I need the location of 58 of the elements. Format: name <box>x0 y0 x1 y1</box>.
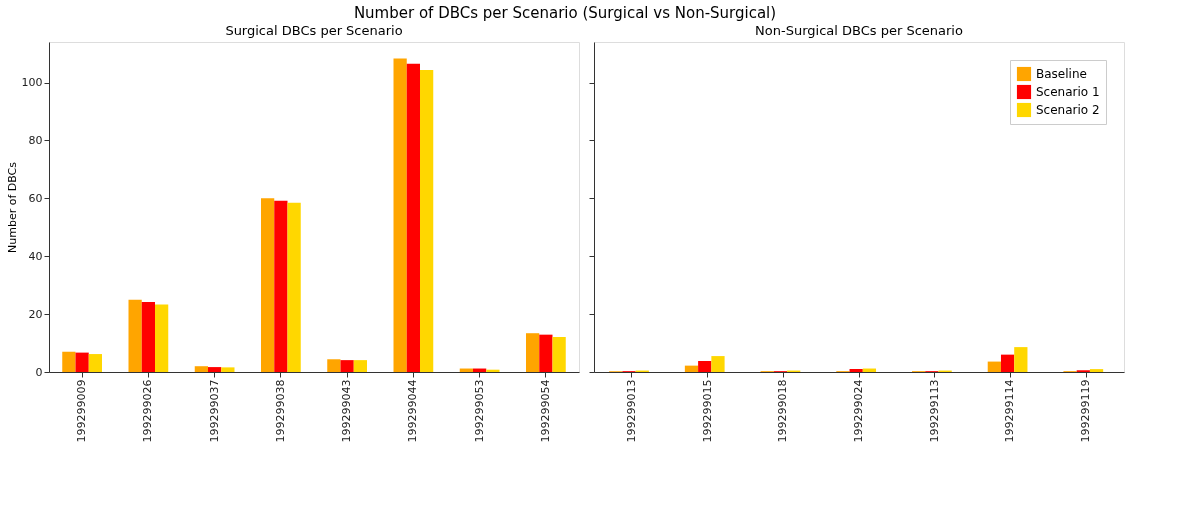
legend-label: Scenario 2 <box>1036 103 1100 117</box>
y-tick-label: 100 <box>21 76 43 90</box>
y-tick-label: 80 <box>28 133 43 147</box>
x-tick-label: 199299113 <box>927 379 941 443</box>
bar <box>208 367 222 372</box>
x-tick-label: 199299038 <box>273 379 287 443</box>
bar <box>194 366 208 372</box>
chart-title: Non-Surgical DBCs per Scenario <box>755 23 963 38</box>
bar <box>987 361 1001 372</box>
x-tick-label: 199299043 <box>340 379 354 443</box>
bar <box>393 58 407 372</box>
x-tick-label: 199299024 <box>852 379 865 443</box>
bar <box>539 334 553 372</box>
bar <box>526 333 540 372</box>
y-tick-label: 60 <box>28 191 43 205</box>
bar <box>1014 347 1028 372</box>
bar <box>141 301 155 372</box>
x-tick-label: 199299114 <box>1003 379 1017 443</box>
x-tick-label: 199299054 <box>538 379 552 443</box>
legend-label: Scenario 1 <box>1036 85 1100 99</box>
y-tick-label: 40 <box>28 249 43 263</box>
bar <box>684 365 699 372</box>
bar <box>698 361 712 372</box>
bar <box>552 336 566 372</box>
bar <box>221 367 235 372</box>
bar <box>75 352 89 372</box>
text: Number of DBCs per Scenario (Surgical vs Non-Surgical) <box>353 3 777 22</box>
chart-title: Surgical DBCs per Scenario <box>225 23 403 38</box>
x-tick-label: 199299037 <box>207 379 221 443</box>
y-tick-label: 20 <box>28 307 43 321</box>
bar <box>261 198 275 372</box>
x-tick-label: 199299119 <box>1079 379 1093 443</box>
bar <box>274 200 288 372</box>
x-tick-label: 199299009 <box>75 379 89 443</box>
x-tick-label: 199299013 <box>624 379 638 443</box>
bar <box>486 369 500 372</box>
bar <box>327 359 341 372</box>
x-tick-label: 199299026 <box>141 379 155 443</box>
bar <box>1089 369 1104 372</box>
bar <box>1000 354 1015 372</box>
bar <box>406 63 420 372</box>
bar <box>62 351 76 372</box>
bar <box>849 369 863 372</box>
legend-label: Baseline <box>1036 67 1087 81</box>
x-tick-label: 199299015 <box>700 379 714 443</box>
y-axis-title: Number of DBCs <box>5 161 19 254</box>
bar <box>420 70 434 372</box>
x-tick-label: 199299053 <box>472 379 486 443</box>
y-tick-label: 0 <box>35 365 43 379</box>
bar <box>353 360 367 372</box>
bar <box>340 360 354 372</box>
x-tick-label: 199299044 <box>406 379 420 443</box>
bar <box>128 299 142 372</box>
x-tick-label: 199299018 <box>776 379 790 443</box>
bar <box>88 354 102 372</box>
bar <box>711 356 725 372</box>
bar <box>155 304 169 372</box>
bar <box>287 202 301 372</box>
